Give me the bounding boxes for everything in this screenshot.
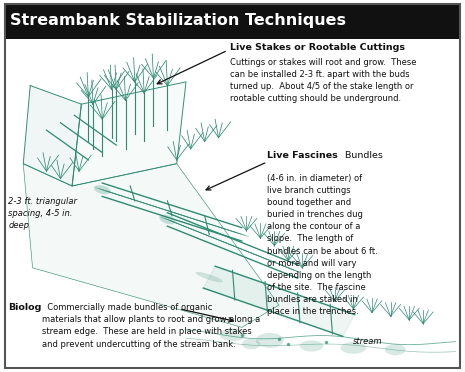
Text: (4-6 in. in diameter) of
live branch cuttings
bound together and
buried in trenc: (4-6 in. in diameter) of live branch cut… [267, 174, 378, 316]
Text: Live Stakes or Rootable Cuttings: Live Stakes or Rootable Cuttings [230, 43, 405, 52]
Text: Commercially made bundles of organic
materials that allow plants to root and gro: Commercially made bundles of organic mat… [42, 303, 260, 349]
Text: stream: stream [353, 337, 383, 346]
Text: Live Fascines: Live Fascines [267, 151, 338, 160]
Ellipse shape [300, 340, 323, 352]
Ellipse shape [242, 339, 260, 349]
Text: Biolog: Biolog [8, 303, 42, 312]
Polygon shape [23, 164, 279, 327]
Text: Streambank Stabilization Techniques: Streambank Stabilization Techniques [10, 13, 346, 28]
Ellipse shape [94, 185, 111, 194]
Text: Cuttings or stakes will root and grow.  These
can be installed 2-3 ft. apart wit: Cuttings or stakes will root and grow. T… [230, 58, 417, 103]
Ellipse shape [340, 342, 366, 354]
Ellipse shape [219, 328, 246, 341]
Ellipse shape [256, 333, 284, 348]
Polygon shape [203, 266, 355, 336]
Text: Bundles: Bundles [336, 151, 383, 160]
Ellipse shape [159, 215, 176, 224]
Ellipse shape [196, 272, 223, 282]
Bar [5, 4, 460, 39]
Text: 2-3 ft. triangular
spacing, 4-5 in.
deep: 2-3 ft. triangular spacing, 4-5 in. deep [8, 197, 77, 230]
Polygon shape [23, 86, 81, 186]
Ellipse shape [385, 344, 405, 355]
